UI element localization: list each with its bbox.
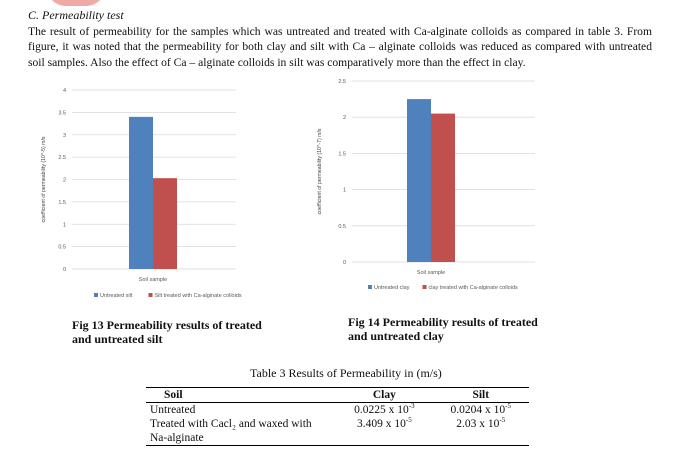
y-tick-label: 1 bbox=[343, 188, 346, 194]
y-axis-label: coefficient of permeability (10^-5) m/s bbox=[41, 136, 47, 222]
y-tick-label: 0.5 bbox=[58, 245, 66, 251]
figure-13-caption: Fig 13 Permeability results of treated a… bbox=[72, 318, 262, 346]
row-silt-cell: 2.03 x 10-5 bbox=[432, 417, 529, 446]
y-axis-label: coefficient of permeability (10^-7) m/s bbox=[317, 128, 323, 214]
header-silt: Silt bbox=[432, 387, 529, 403]
bar-treated bbox=[431, 113, 455, 262]
y-tick-label: 2 bbox=[63, 178, 66, 184]
y-tick-label: 0 bbox=[63, 267, 66, 273]
bar-treated bbox=[153, 178, 177, 269]
legend-swatch bbox=[94, 293, 98, 297]
legend-label: Silt treated with Ca-alginate colloids bbox=[155, 293, 242, 299]
y-tick-label: 0 bbox=[343, 260, 346, 266]
y-tick-label: 4 bbox=[63, 88, 66, 94]
row-silt-cell: 0.0204 x 10-5 bbox=[450, 402, 512, 416]
y-tick-label: 3 bbox=[63, 133, 66, 139]
figure-14-caption: Fig 14 Permeability results of treated a… bbox=[348, 315, 538, 343]
body-paragraph: The result of permeability for the sampl… bbox=[28, 25, 652, 69]
y-tick-label: 1 bbox=[63, 222, 66, 228]
x-category-label: Soil sample bbox=[417, 270, 445, 276]
legend-swatch bbox=[422, 285, 427, 289]
figure-13-caption-line1: Fig 13 Permeability results of treated bbox=[72, 318, 262, 332]
y-tick-label: 1.5 bbox=[338, 151, 346, 157]
legend-swatch bbox=[148, 293, 153, 297]
x-category-label: Soil sample bbox=[139, 277, 167, 283]
figure-14-caption-line2: and untreated clay bbox=[348, 329, 444, 343]
figure-13-caption-line2: and untreated silt bbox=[72, 332, 163, 346]
decorative-mark bbox=[46, 0, 106, 6]
bar-untreated bbox=[129, 116, 153, 269]
y-tick-label: 2.5 bbox=[58, 155, 66, 161]
silt-permeability-chart: 0 0.5 1 1.5 2 2.5 3 3.5 4 coefficient of permeabi… bbox=[41, 88, 242, 299]
clay-permeability-chart: 0 0.5 1 1.5 2 2.5 coefficient of permeability … bbox=[317, 79, 535, 291]
table-title: Table 3 Results of Permeability in (m/s) bbox=[250, 366, 442, 380]
row-soil-cell: Treated with Cacl₂ and waxed with Na-alg… bbox=[146, 417, 337, 446]
table-row: Treated with Cacl₂ and waxed with Na-alg… bbox=[146, 417, 529, 446]
header-clay: Clay bbox=[336, 387, 433, 403]
y-tick-label: 2 bbox=[343, 115, 346, 121]
table-row: Untreated 0.0225 x 10-3 0.0204 x 10-5 bbox=[146, 403, 529, 418]
section-heading: C. Permeability test bbox=[28, 8, 124, 22]
y-tick-label: 1.5 bbox=[58, 200, 66, 206]
figure-14-caption-line1: Fig 14 Permeability results of treated bbox=[348, 315, 538, 329]
row-clay-cell: 0.0225 x 10-3 bbox=[354, 402, 415, 416]
legend-label: Untreated silt bbox=[100, 293, 133, 299]
row-soil-cell: Untreated bbox=[150, 404, 196, 416]
table-header-row: Soil Clay Silt bbox=[146, 387, 529, 403]
header-soil: Soil bbox=[146, 387, 337, 403]
legend-label: Untreated clay bbox=[374, 285, 410, 291]
legend-swatch bbox=[368, 285, 372, 289]
permeability-table: Soil Clay Silt Untreated 0.0225 x 10-3 0… bbox=[146, 387, 529, 446]
row-clay-cell: 3.409 x 10-5 bbox=[336, 417, 433, 446]
y-tick-label: 2.5 bbox=[338, 79, 346, 85]
y-tick-label: 3.5 bbox=[58, 110, 66, 116]
y-tick-label: 0.5 bbox=[338, 224, 346, 230]
bar-untreated bbox=[407, 99, 431, 262]
legend-label: clay treated with Ca-alginate colloids bbox=[429, 285, 519, 291]
